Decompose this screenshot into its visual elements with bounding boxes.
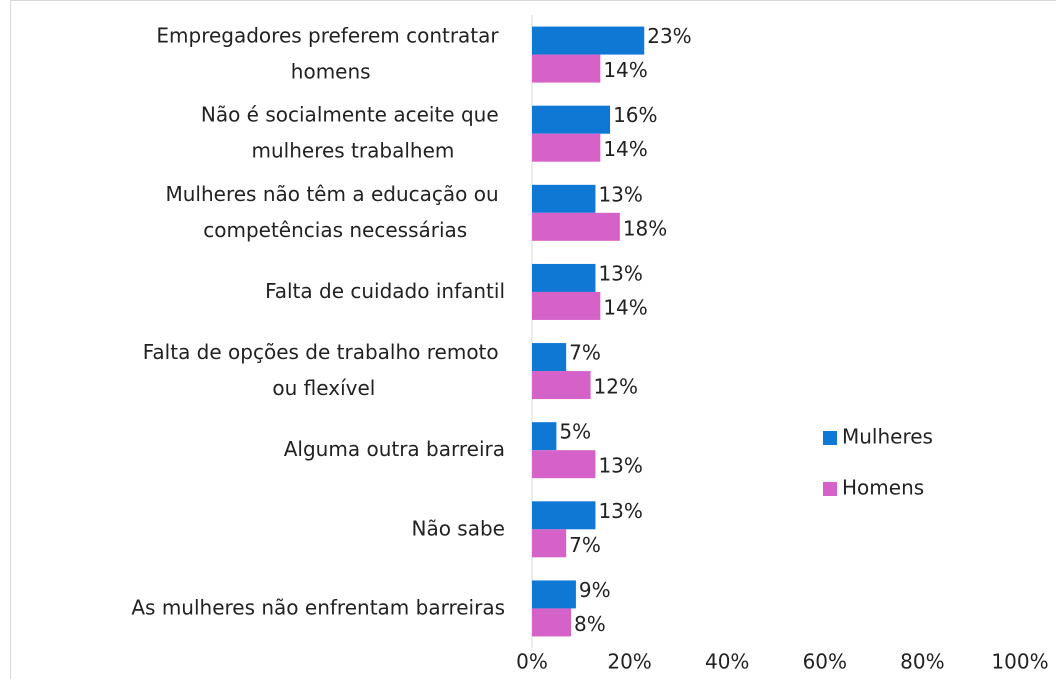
- category-label-line: Falta de opções de trabalho remoto: [143, 340, 505, 364]
- bar: [532, 422, 557, 451]
- bar: [532, 580, 576, 609]
- bar: [532, 608, 572, 637]
- category-label: Falta de opções de trabalho remoto ou fl…: [143, 340, 505, 400]
- category-label: Não sabe: [412, 516, 506, 540]
- bar: [532, 291, 601, 320]
- data-label: 18%: [623, 216, 667, 240]
- category-label-line: homens: [291, 59, 371, 83]
- bar: [532, 501, 596, 530]
- data-label: 9%: [579, 578, 611, 602]
- bar: [532, 371, 591, 400]
- x-tick-label: 100%: [991, 650, 1048, 674]
- legend-swatch: [823, 431, 837, 445]
- category-label: Empregadores preferem contratar homens: [156, 23, 505, 83]
- legend-swatch: [823, 482, 837, 496]
- category-label-line: Mulheres não têm a educação ou: [165, 181, 505, 205]
- category-label: As mulheres não enfrentam barreiras: [131, 595, 505, 619]
- bar: [532, 54, 601, 83]
- x-tick-label: 0%: [516, 650, 548, 674]
- data-label: 13%: [598, 454, 642, 478]
- bar: [532, 133, 601, 162]
- x-tick-label: 60%: [803, 650, 847, 674]
- bar: [532, 212, 620, 241]
- data-label: 13%: [598, 261, 642, 285]
- data-label: 14%: [603, 295, 647, 319]
- data-label: 12%: [594, 375, 638, 399]
- data-label: 5%: [559, 420, 591, 444]
- bar: [532, 263, 596, 292]
- category-label-line: Não é socialmente aceite que: [201, 102, 505, 126]
- legend-label: Homens: [842, 476, 924, 500]
- data-label: 13%: [598, 182, 642, 206]
- bar: [532, 26, 645, 55]
- x-tick-label: 40%: [705, 650, 749, 674]
- bar: [532, 105, 611, 134]
- x-tick-label: 80%: [900, 650, 944, 674]
- bar: [532, 450, 596, 479]
- category-label-line: Não sabe: [412, 516, 506, 540]
- data-label: 8%: [574, 612, 606, 636]
- category-label-line: Falta de cuidado infantil: [265, 278, 505, 302]
- category-label-line: competências necessárias: [203, 217, 467, 241]
- data-label: 7%: [569, 533, 601, 557]
- data-label: 16%: [613, 103, 657, 127]
- data-label: 14%: [603, 58, 647, 82]
- bar: [532, 343, 567, 372]
- data-label: 13%: [598, 499, 642, 523]
- bar: [532, 529, 567, 558]
- category-label: Mulheres não têm a educação ou competênc…: [165, 181, 505, 241]
- data-label: 23%: [647, 24, 691, 48]
- category-label-line: ou flexível: [272, 376, 375, 400]
- category-label: Falta de cuidado infantil: [265, 278, 505, 302]
- category-label: Não é socialmente aceite que mulheres tr…: [201, 102, 505, 162]
- x-tick-label: 20%: [607, 650, 651, 674]
- category-label-line: Alguma outra barreira: [284, 437, 505, 461]
- chart-border: [10, 0, 1056, 679]
- bar: [532, 184, 596, 213]
- data-label: 14%: [603, 137, 647, 161]
- category-label-line: mulheres trabalhem: [252, 138, 455, 162]
- category-label-line: As mulheres não enfrentam barreiras: [131, 595, 505, 619]
- category-label: Alguma outra barreira: [284, 437, 505, 461]
- data-label: 7%: [569, 341, 601, 365]
- legend-label: Mulheres: [842, 425, 933, 449]
- category-label-line: Empregadores preferem contratar: [156, 23, 505, 47]
